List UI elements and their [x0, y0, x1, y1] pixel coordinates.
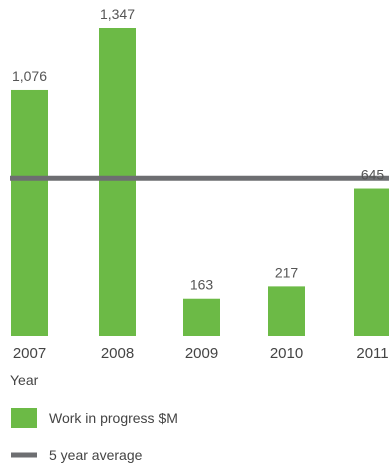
bar-2009	[183, 298, 220, 336]
legend-bar-swatch	[11, 408, 37, 428]
x-tick-label-2007: 2007	[13, 345, 46, 362]
legend-average-label: 5 year average	[49, 447, 143, 463]
value-label-2010: 217	[275, 264, 299, 280]
x-tick-label-2009: 2009	[185, 345, 218, 362]
x-tick-label-2008: 2008	[101, 345, 134, 362]
bar-2011	[354, 188, 389, 336]
value-label-2009: 163	[190, 277, 214, 293]
value-label-2011: 645	[361, 167, 385, 183]
bar-2008	[99, 28, 136, 336]
bar-2010	[268, 286, 305, 336]
value-label-2007: 1,076	[12, 68, 47, 84]
x-tick-label-2010: 2010	[270, 345, 303, 362]
x-tick-labels-layer: 2007 2008 2009 2010 2011	[13, 345, 389, 362]
legend: Work in progress $M 5 year average	[11, 408, 178, 463]
x-axis-title: Year	[10, 372, 39, 388]
bar-2007	[11, 89, 48, 336]
legend-bar-label: Work in progress $M	[49, 410, 178, 426]
value-labels-layer: 1,076 1,347 163 217 645	[12, 6, 384, 293]
value-label-2008: 1,347	[100, 6, 135, 22]
bars-layer	[11, 28, 389, 336]
x-tick-label-2011: 2011	[356, 345, 388, 362]
